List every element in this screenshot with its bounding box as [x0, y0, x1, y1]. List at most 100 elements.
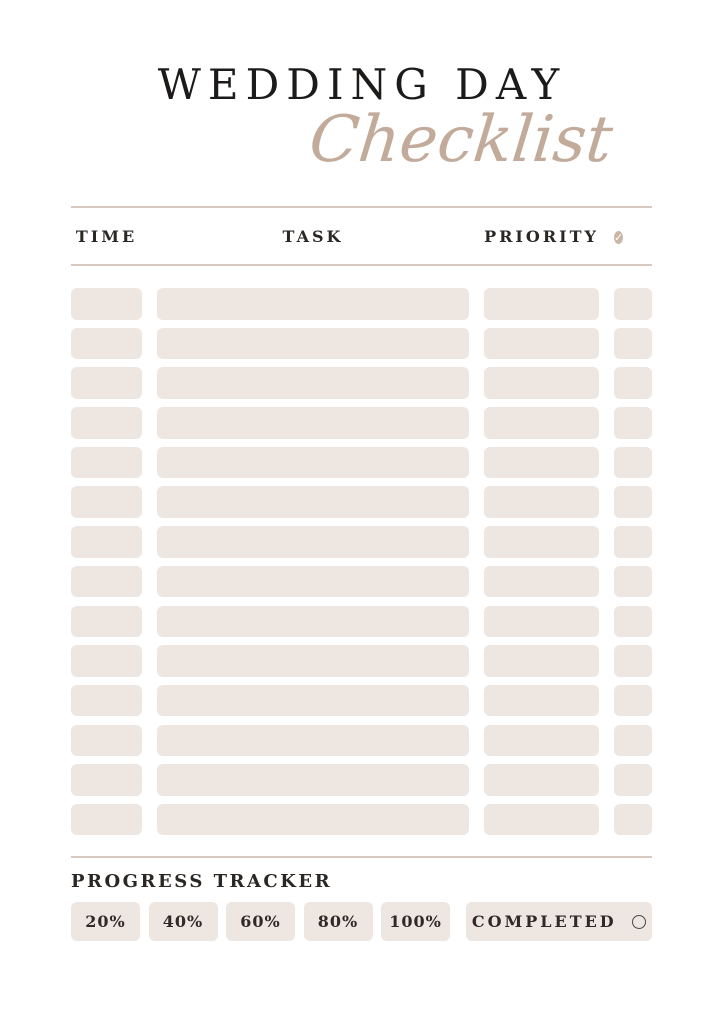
priority-field[interactable] — [484, 645, 599, 677]
milestone-box[interactable]: 60% — [226, 902, 295, 942]
checkbox-field[interactable] — [614, 446, 652, 479]
divider-header — [71, 264, 652, 266]
checkbox-field[interactable] — [614, 605, 652, 637]
milestone-label: 40% — [162, 912, 204, 932]
table-row — [71, 724, 652, 757]
milestone-list: 20% 40% 60% 80% 100% COMPLETED — [71, 902, 652, 942]
time-field[interactable] — [71, 605, 142, 637]
checkbox-field[interactable] — [614, 724, 652, 757]
table-row — [71, 446, 652, 479]
task-field[interactable] — [157, 288, 469, 320]
time-field[interactable] — [71, 327, 142, 360]
table-header-row: TIME TASK PRIORITY ✓ — [71, 208, 652, 264]
checkbox-field[interactable] — [614, 327, 652, 360]
table-row — [71, 565, 652, 598]
time-field[interactable] — [71, 724, 142, 757]
priority-field[interactable] — [484, 446, 599, 479]
priority-field[interactable] — [484, 486, 599, 518]
checkbox-field[interactable] — [614, 684, 652, 717]
task-field[interactable] — [157, 486, 469, 518]
priority-field[interactable] — [484, 803, 599, 836]
task-field[interactable] — [157, 327, 469, 360]
task-field[interactable] — [157, 684, 469, 717]
divider-bottom — [71, 856, 652, 859]
priority-field[interactable] — [484, 288, 599, 320]
checkbox-field[interactable] — [614, 645, 652, 677]
priority-field[interactable] — [484, 407, 599, 439]
checkbox-field[interactable] — [614, 407, 652, 439]
task-field[interactable] — [157, 724, 469, 757]
milestone-label: 80% — [317, 912, 359, 932]
priority-field[interactable] — [484, 367, 599, 399]
table-row — [71, 684, 652, 717]
checkbox-field[interactable] — [614, 486, 652, 518]
column-header-task: TASK — [282, 226, 344, 246]
progress-tracker-heading: PROGRESS TRACKER — [71, 871, 333, 893]
masthead: WEDDING DAY Checklist — [0, 0, 724, 178]
time-field[interactable] — [71, 288, 142, 320]
task-field[interactable] — [157, 645, 469, 677]
milestone-label: 20% — [85, 912, 126, 932]
check-circle-icon: ✓ — [614, 230, 624, 244]
completed-label: COMPLETED — [471, 912, 617, 932]
time-field[interactable] — [71, 803, 142, 836]
checkbox-field[interactable] — [614, 764, 652, 796]
content-sheet: TIME TASK PRIORITY ✓ — [71, 206, 652, 942]
checkbox-field[interactable] — [614, 803, 652, 836]
task-field[interactable] — [157, 565, 469, 598]
milestone-box[interactable]: 80% — [303, 902, 373, 942]
table-row — [71, 605, 652, 637]
completed-circle-icon[interactable] — [631, 914, 646, 929]
time-field[interactable] — [71, 645, 142, 677]
task-field[interactable] — [157, 367, 469, 399]
time-field[interactable] — [71, 367, 142, 399]
time-field[interactable] — [71, 565, 142, 598]
priority-field[interactable] — [484, 526, 599, 558]
priority-field[interactable] — [484, 605, 599, 637]
time-field[interactable] — [71, 684, 142, 717]
table-row — [71, 803, 652, 836]
task-field[interactable] — [157, 803, 469, 836]
table-row — [71, 486, 652, 518]
milestone-box[interactable]: 20% — [71, 902, 140, 942]
table-row — [71, 764, 652, 796]
priority-field[interactable] — [484, 724, 599, 757]
priority-field[interactable] — [484, 565, 599, 598]
divider-top — [71, 206, 652, 208]
checkbox-field[interactable] — [614, 526, 652, 558]
checkbox-field[interactable] — [614, 288, 652, 320]
task-field[interactable] — [157, 446, 469, 479]
page-subtitle: Checklist — [305, 103, 616, 177]
priority-field[interactable] — [484, 327, 599, 360]
task-field[interactable] — [157, 764, 469, 796]
time-field[interactable] — [71, 486, 142, 518]
milestone-box[interactable]: 40% — [148, 902, 218, 942]
task-field[interactable] — [157, 605, 469, 637]
table-row — [71, 327, 652, 360]
checkbox-field[interactable] — [614, 367, 652, 399]
table-row — [71, 288, 652, 320]
column-header-done: ✓ — [614, 226, 652, 247]
milestone-label: 60% — [240, 912, 281, 932]
completed-box[interactable]: COMPLETED — [465, 902, 652, 942]
column-header-time: TIME — [75, 226, 138, 246]
table-row — [71, 645, 652, 677]
time-field[interactable] — [71, 446, 142, 479]
priority-field[interactable] — [484, 684, 599, 717]
table-row — [71, 407, 652, 439]
task-field[interactable] — [157, 526, 469, 558]
time-field[interactable] — [71, 407, 142, 439]
table-row — [71, 367, 652, 399]
table-row — [71, 526, 652, 558]
task-field[interactable] — [157, 407, 469, 439]
column-header-priority: PRIORITY — [484, 226, 599, 246]
time-field[interactable] — [71, 764, 142, 796]
time-field[interactable] — [71, 526, 142, 558]
checklist-rows — [71, 288, 652, 836]
milestone-box[interactable]: 100% — [381, 902, 450, 942]
checkbox-field[interactable] — [614, 565, 652, 598]
priority-field[interactable] — [484, 764, 599, 796]
milestone-label: 100% — [389, 912, 442, 932]
page-title: WEDDING DAY — [157, 60, 567, 109]
